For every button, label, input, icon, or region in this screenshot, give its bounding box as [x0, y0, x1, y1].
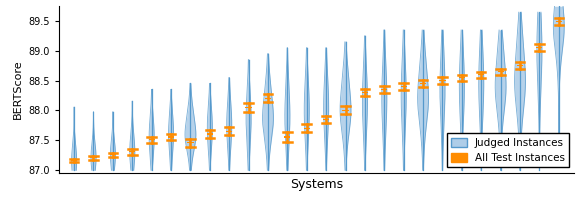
Legend: Judged Instances, All Test Instances: Judged Instances, All Test Instances — [447, 133, 569, 167]
FancyBboxPatch shape — [71, 160, 77, 161]
FancyBboxPatch shape — [265, 98, 271, 99]
FancyBboxPatch shape — [90, 157, 97, 158]
FancyBboxPatch shape — [110, 154, 116, 155]
Y-axis label: BERTScore: BERTScore — [12, 60, 22, 119]
FancyBboxPatch shape — [459, 77, 465, 78]
FancyBboxPatch shape — [420, 83, 426, 84]
X-axis label: Systems: Systems — [290, 178, 343, 191]
FancyBboxPatch shape — [498, 71, 504, 72]
FancyBboxPatch shape — [168, 136, 174, 137]
FancyBboxPatch shape — [517, 65, 523, 66]
FancyBboxPatch shape — [129, 151, 135, 152]
FancyBboxPatch shape — [188, 142, 193, 144]
FancyBboxPatch shape — [149, 139, 155, 140]
FancyBboxPatch shape — [226, 130, 232, 132]
FancyBboxPatch shape — [478, 74, 484, 75]
FancyBboxPatch shape — [304, 128, 310, 129]
FancyBboxPatch shape — [401, 86, 407, 87]
FancyBboxPatch shape — [246, 107, 252, 108]
FancyBboxPatch shape — [556, 21, 562, 22]
FancyBboxPatch shape — [207, 134, 213, 135]
FancyBboxPatch shape — [362, 92, 368, 93]
FancyBboxPatch shape — [381, 89, 387, 90]
FancyBboxPatch shape — [536, 47, 543, 48]
FancyBboxPatch shape — [342, 110, 349, 111]
FancyBboxPatch shape — [284, 136, 291, 137]
FancyBboxPatch shape — [323, 119, 329, 120]
FancyBboxPatch shape — [440, 80, 445, 81]
